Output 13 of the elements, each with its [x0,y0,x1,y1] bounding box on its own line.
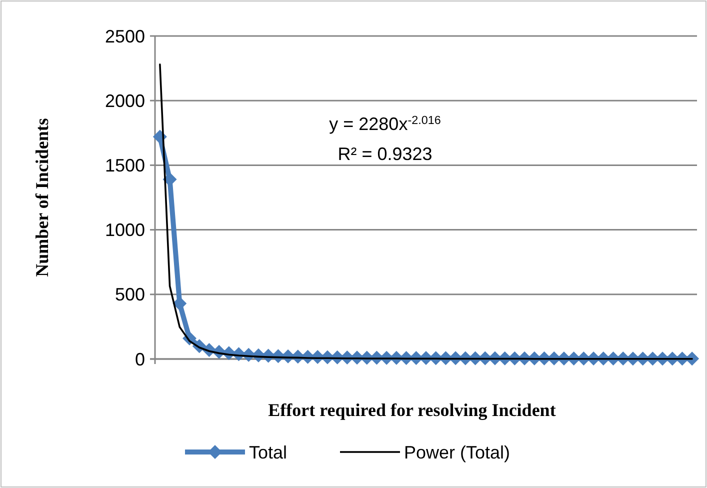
annotation: y = 2280x$^{-2.016}$ [329,114,441,134]
legend-label: Power (Total) [404,442,510,462]
x-axis-title: Effort required for resolving Incident [268,400,556,420]
y-tick-label: 500 [114,284,145,305]
point [162,172,177,186]
y-tick-label: 2000 [104,90,145,111]
legend-label: Total [249,442,288,462]
y-tick-label: 1000 [104,220,145,240]
y-tick-label: 2500 [104,26,145,46]
annotation: R² = 0.9323 [338,144,432,164]
y-tick-label: 0 [134,349,145,370]
y-axis-title: Number of Incidents [32,118,52,277]
y-tick-label: 1500 [104,156,145,176]
